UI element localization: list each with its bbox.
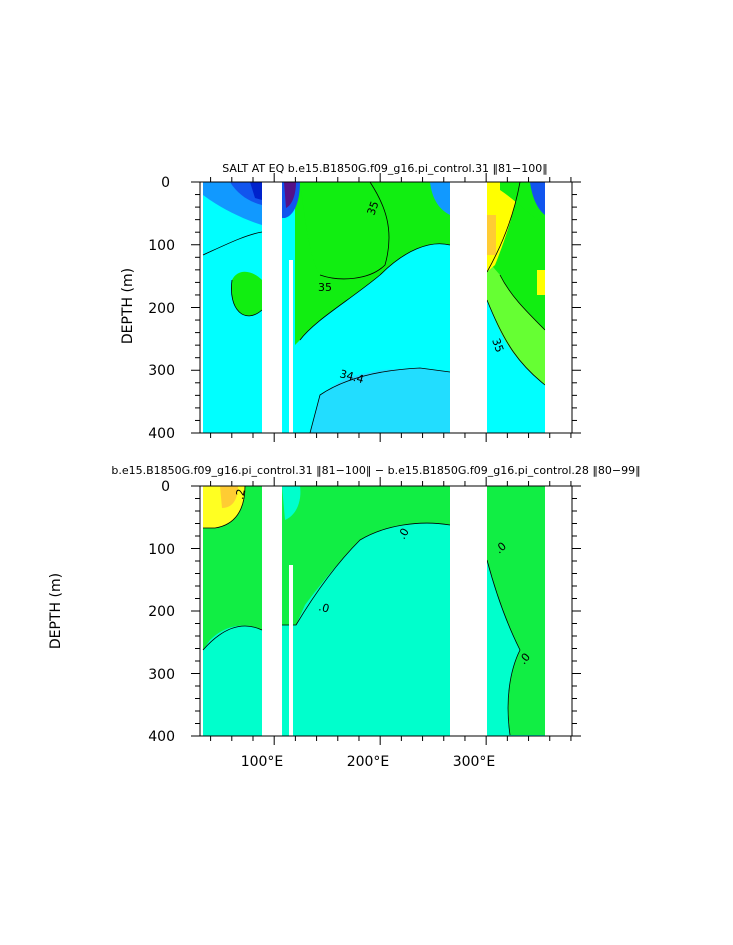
bottom-ytick-label: 0 bbox=[161, 479, 170, 495]
panel-bottom: b.e15.B1850G.f09_g16.pi_control.31 ‖81−1… bbox=[48, 464, 641, 770]
bottom-axis-ticks bbox=[191, 477, 581, 745]
top-ytick-label: 300 bbox=[148, 363, 175, 379]
top-ytick-label: 200 bbox=[148, 301, 175, 317]
panel-top: SALT AT EQ b.e15.B1850G.f09_g16.pi_contr… bbox=[120, 162, 581, 442]
bottom-ytick-label: 300 bbox=[148, 667, 175, 683]
top-ytick-label: 100 bbox=[148, 238, 175, 254]
bottom-contour-field bbox=[202, 486, 572, 736]
bottom-y-axis-label: DEPTH (m) bbox=[48, 573, 64, 649]
bottom-ytick-label: 200 bbox=[148, 604, 175, 620]
bottom-panel-title: b.e15.B1850G.f09_g16.pi_control.31 ‖81−1… bbox=[111, 464, 640, 477]
top-ytick-label: 400 bbox=[148, 426, 175, 442]
top-axis-ticks bbox=[191, 173, 581, 442]
top-y-axis-label: DEPTH (m) bbox=[120, 268, 136, 344]
top-contour-label-1: 35 bbox=[365, 199, 382, 217]
bottom-contour-label-1: .2 bbox=[233, 488, 248, 501]
top-contour-label-4: 35 bbox=[489, 337, 506, 355]
bottom-contour-label-3: .0 bbox=[317, 600, 331, 615]
top-panel-title: SALT AT EQ b.e15.B1850G.f09_g16.pi_contr… bbox=[222, 162, 548, 175]
top-contour-label-3: 34.4 bbox=[338, 367, 365, 386]
top-contour-field bbox=[202, 182, 572, 433]
top-ytick-label: 0 bbox=[161, 175, 170, 191]
bottom-ytick-label: 100 bbox=[148, 542, 175, 558]
bottom-ytick-label: 400 bbox=[148, 729, 175, 745]
top-contour-label-2: 35 bbox=[318, 281, 332, 294]
bottom-xtick-label: 100°E bbox=[241, 754, 284, 770]
bottom-xtick-label: 200°E bbox=[347, 754, 390, 770]
bottom-xtick-label: 300°E bbox=[453, 754, 496, 770]
